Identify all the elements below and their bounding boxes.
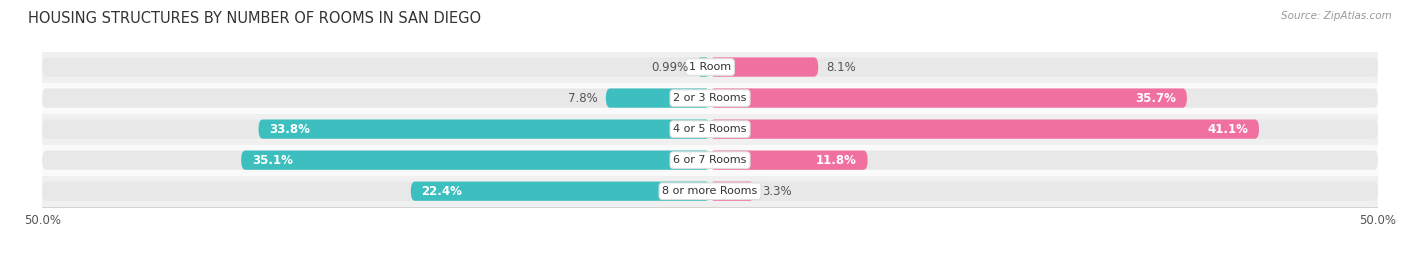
FancyBboxPatch shape [42,57,710,77]
FancyBboxPatch shape [242,151,710,170]
FancyBboxPatch shape [42,89,710,108]
FancyBboxPatch shape [259,119,710,139]
Text: 41.1%: 41.1% [1208,123,1249,136]
Text: 35.1%: 35.1% [252,154,292,167]
Text: 22.4%: 22.4% [422,185,463,198]
FancyBboxPatch shape [710,151,868,170]
Text: HOUSING STRUCTURES BY NUMBER OF ROOMS IN SAN DIEGO: HOUSING STRUCTURES BY NUMBER OF ROOMS IN… [28,11,481,26]
FancyBboxPatch shape [710,182,754,201]
Text: 6 or 7 Rooms: 6 or 7 Rooms [673,155,747,165]
Bar [42,145,1378,176]
Bar [42,176,1378,207]
FancyBboxPatch shape [710,89,1378,108]
Text: 1 Room: 1 Room [689,62,731,72]
Bar [42,83,1378,114]
FancyBboxPatch shape [710,151,1378,170]
FancyBboxPatch shape [606,89,710,108]
FancyBboxPatch shape [710,119,1258,139]
FancyBboxPatch shape [42,182,710,201]
Text: 7.8%: 7.8% [568,91,598,105]
Text: 4 or 5 Rooms: 4 or 5 Rooms [673,124,747,134]
FancyBboxPatch shape [710,57,818,77]
FancyBboxPatch shape [411,182,710,201]
Text: 11.8%: 11.8% [815,154,856,167]
FancyBboxPatch shape [710,57,1378,77]
Text: 8.1%: 8.1% [827,61,856,73]
FancyBboxPatch shape [42,151,710,170]
Text: 35.7%: 35.7% [1135,91,1177,105]
Text: Source: ZipAtlas.com: Source: ZipAtlas.com [1281,11,1392,21]
Bar [42,52,1378,83]
Text: 33.8%: 33.8% [269,123,311,136]
FancyBboxPatch shape [710,182,1378,201]
Text: 2 or 3 Rooms: 2 or 3 Rooms [673,93,747,103]
Bar [42,114,1378,145]
Text: 0.99%: 0.99% [651,61,689,73]
FancyBboxPatch shape [697,57,710,77]
Text: 8 or more Rooms: 8 or more Rooms [662,186,758,196]
FancyBboxPatch shape [710,89,1187,108]
FancyBboxPatch shape [710,119,1378,139]
Text: 3.3%: 3.3% [762,185,792,198]
FancyBboxPatch shape [42,119,710,139]
